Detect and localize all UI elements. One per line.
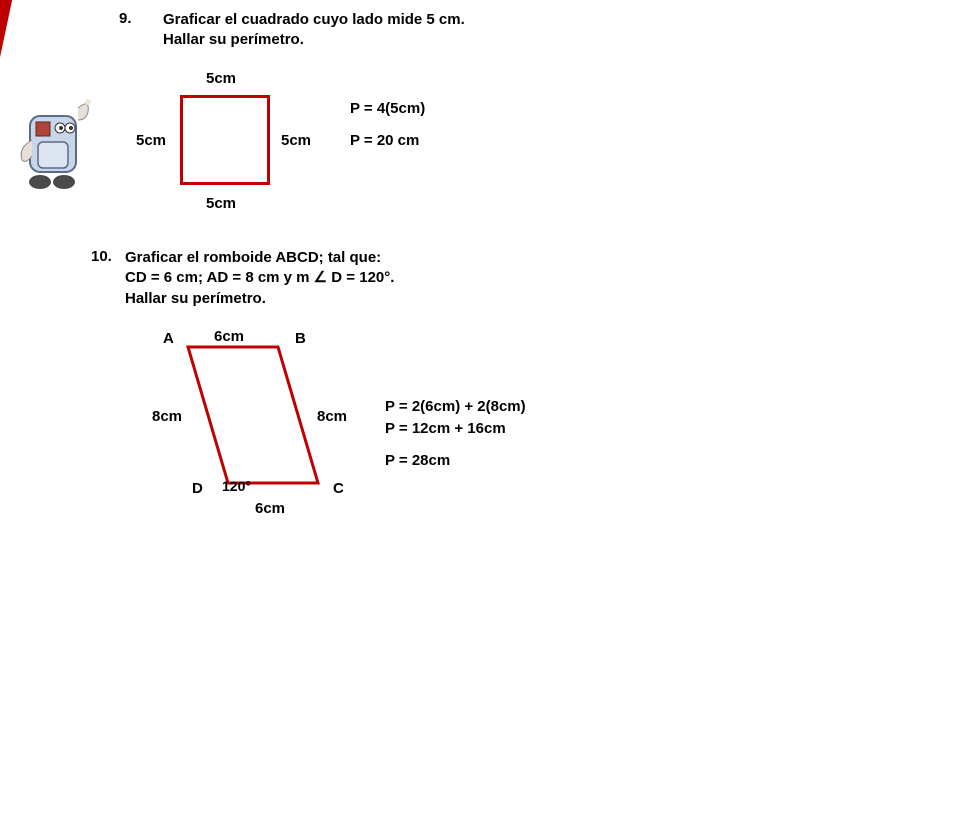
slide-content: 9. Graficar el cuadrado cuyo lado mide 5… [0,0,960,540]
problem10-formula2: P = 12cm + 16cm [385,420,506,437]
rhomboid-right-label: 8cm [317,408,347,425]
problem10-text: Graficar el romboide ABCD; tal que: CD =… [125,248,394,309]
problem9-text: Graficar el cuadrado cuyo lado mide 5 cm… [163,10,465,51]
problem9-formula1: P = 4(5cm) [350,100,425,117]
vertex-b: B [295,330,306,347]
rhomboid-left-label: 8cm [152,408,182,425]
rhomboid-top-label: 6cm [214,328,244,345]
problem9-formula2: P = 20 cm [350,132,419,149]
rhomboid-bottom-label: 6cm [255,500,285,517]
problem10-formula3: P = 28cm [385,452,450,469]
square-right-label: 5cm [281,132,311,149]
vertex-c: C [333,480,344,497]
problem10-formula1: P = 2(6cm) + 2(8cm) [385,398,526,415]
vertex-a: A [163,330,174,347]
rhomboid-angle-label: 120° [222,478,251,494]
problem9-number: 9. [119,10,132,27]
square-left-label: 5cm [136,132,166,149]
square-shape [180,95,270,185]
square-top-label: 5cm [206,70,236,87]
square-bottom-label: 5cm [206,195,236,212]
vertex-d: D [192,480,203,497]
problem10-number: 10. [91,248,112,265]
